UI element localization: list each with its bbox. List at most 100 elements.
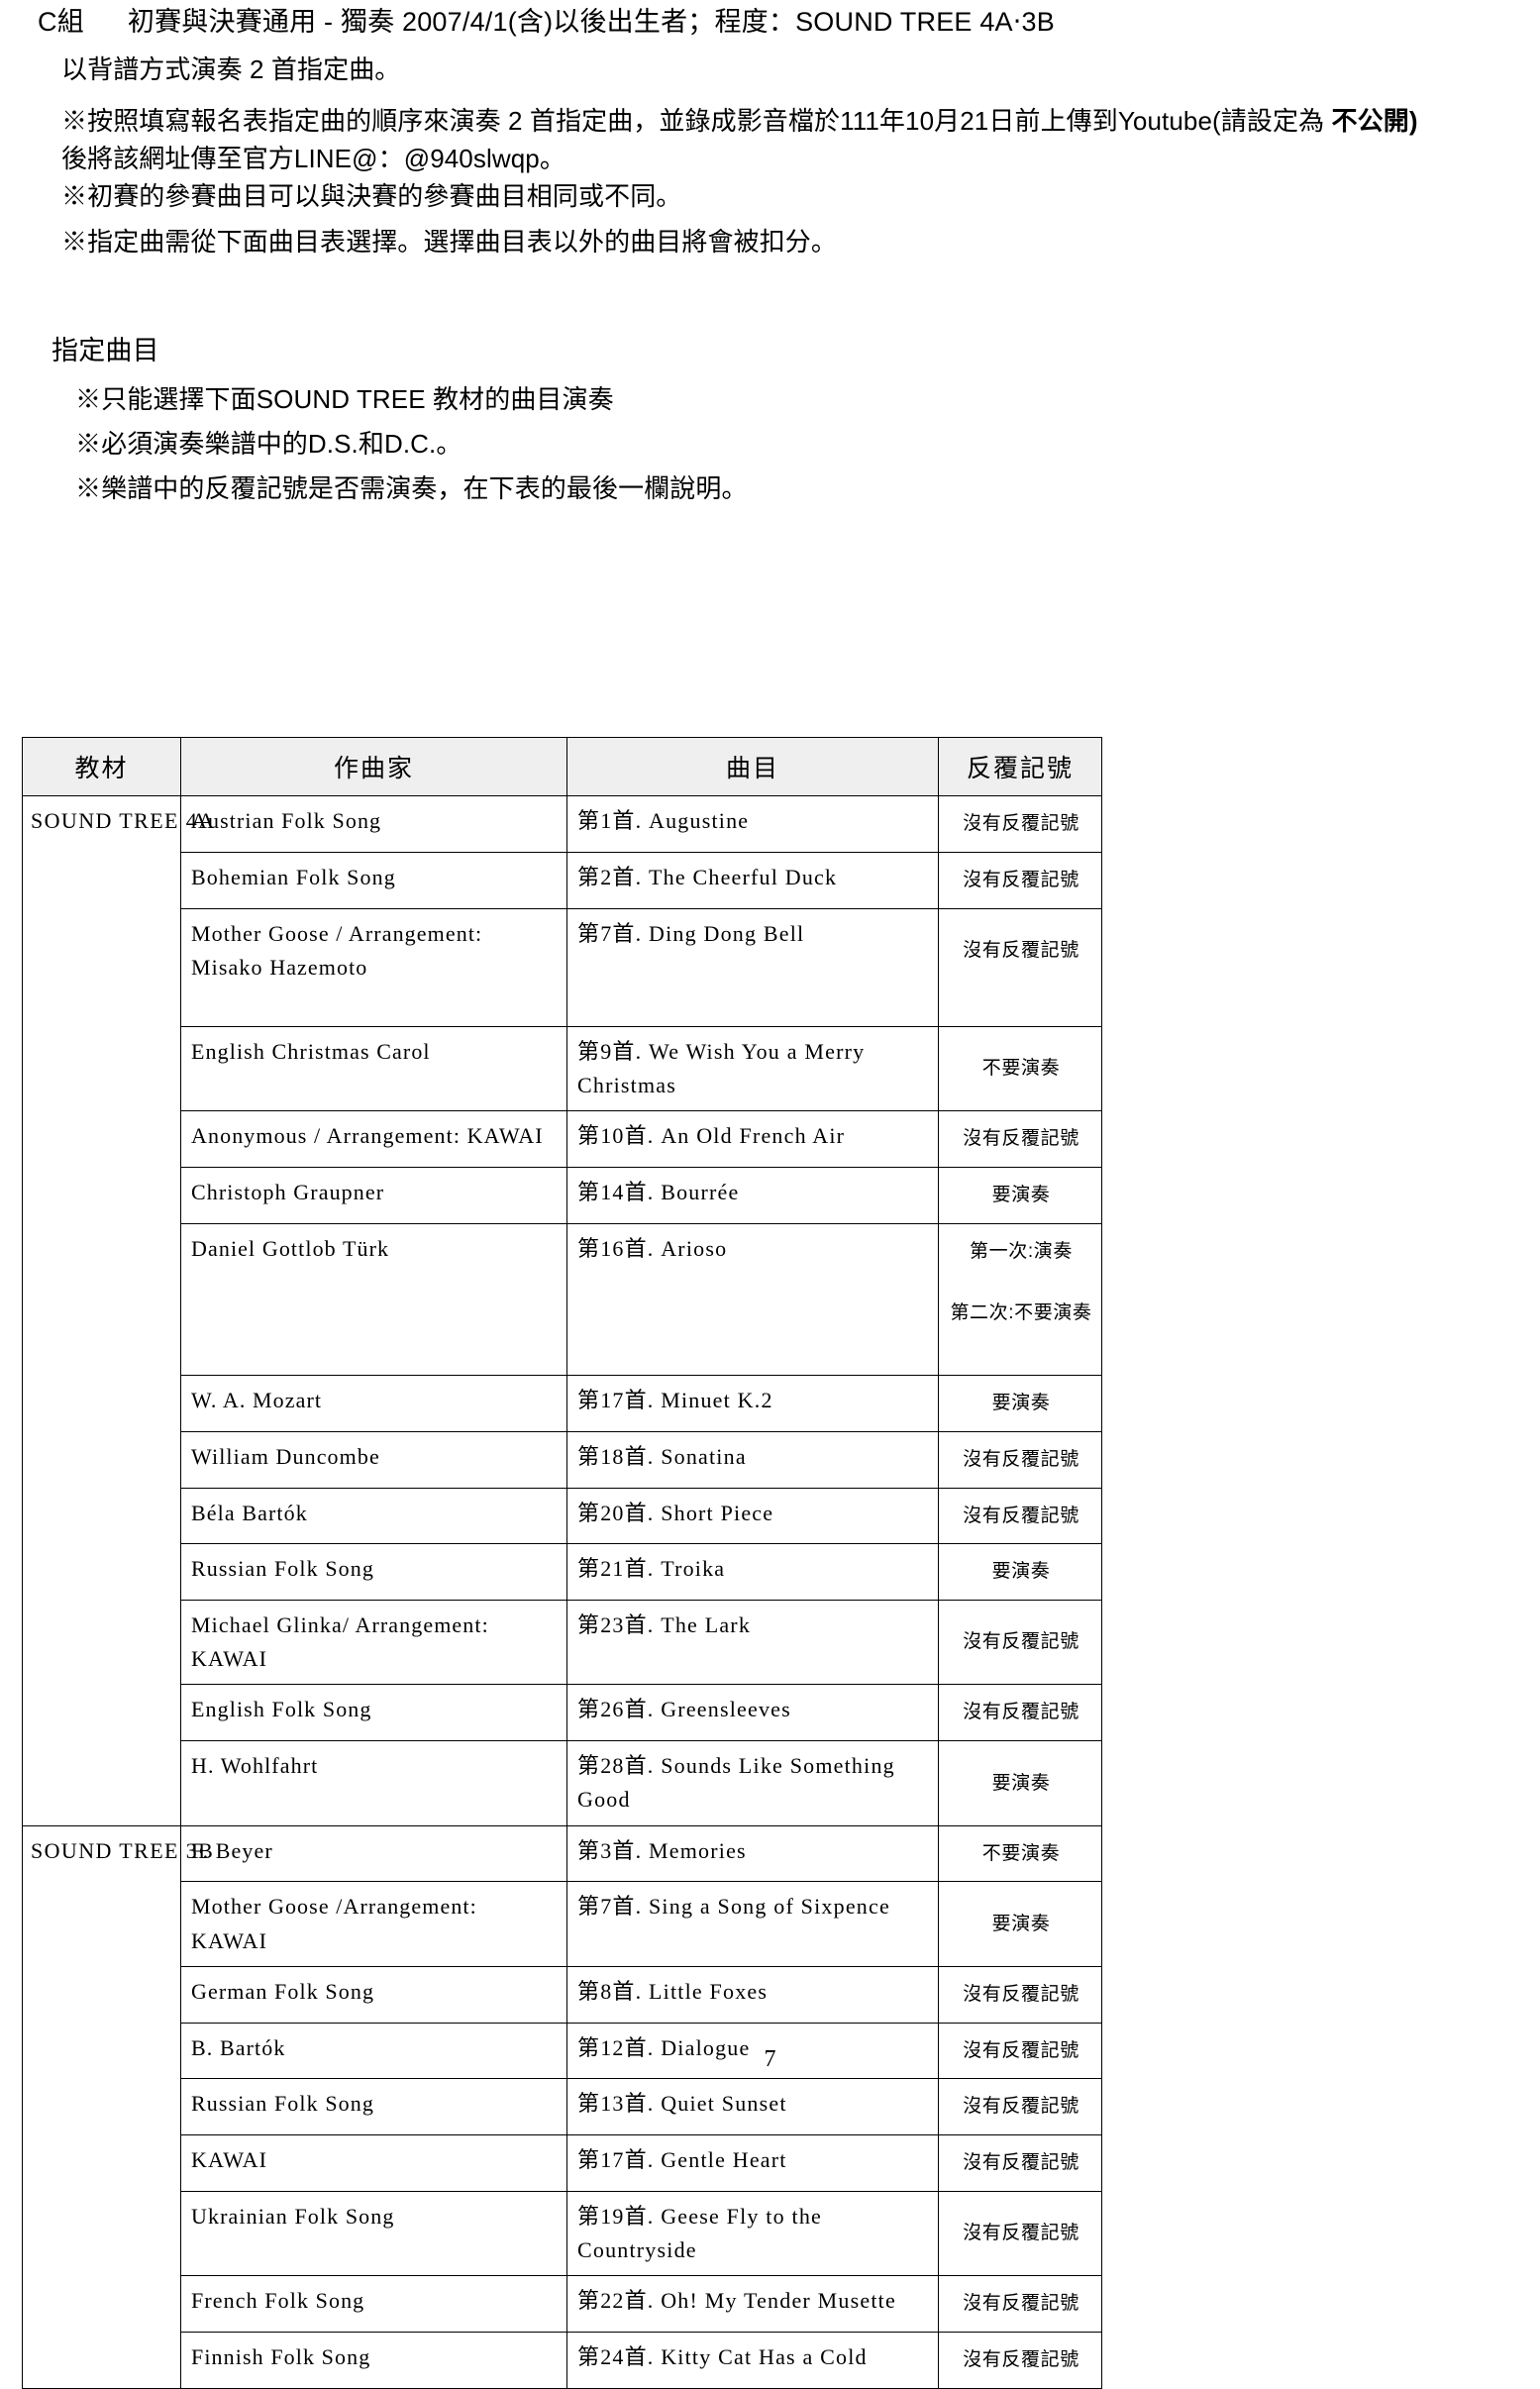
- cell-song-title: 第9首. We Wish You a Merry Christmas: [566, 1025, 939, 1112]
- section-note-2: ※必須演奏樂譜中的D.S.和D.C.。: [75, 429, 462, 459]
- table-row: SOUND TREE 3B F. Beyer 第3首. Memories 不要演奏: [22, 1824, 1102, 2389]
- cell-repeat-mark: 沒有反覆記號: [938, 1110, 1102, 1169]
- cell-song-title: 第24首. Kitty Cat Has a Cold: [566, 2332, 939, 2389]
- cell-repeat-mark: 要演奏: [938, 1374, 1102, 1432]
- cell-song-title: 第28首. Sounds Like Something Good: [566, 1740, 939, 1826]
- document-page: C組 初賽與決賽通用 - 獨奏 2007/4/1(含)以後出生者；程度：SOUND…: [22, 6, 1527, 2389]
- paragraph-2-text-after: 後將該網址傳至官方LINE@：@940slwqp。: [61, 143, 565, 173]
- cell-composer: F. Beyer: [180, 1824, 567, 1883]
- cell-composer: Christoph Graupner: [180, 1167, 567, 1224]
- cell-song-title: 第22首. Oh! My Tender Musette: [566, 2275, 939, 2334]
- cell-book: SOUND TREE 4A: [22, 795, 214, 1826]
- table-row: Mother Goose /Arrangement: KAWAI 第7首. Sin…: [23, 1881, 1102, 1967]
- table-row: Daniel Gottlob Türk 第16首. Arioso 第一次:演奏 第二次…: [23, 1222, 1102, 1376]
- table-row: Russian Folk Song 第21首. Troika 要演奏: [23, 1543, 1102, 1602]
- cell-composer: Mother Goose / Arrangement: Misako Hazem…: [180, 907, 567, 1027]
- cell-composer: William Duncombe: [180, 1430, 567, 1489]
- cell-song-title: 第19首. Geese Fly to the Countryside: [566, 2191, 939, 2277]
- table-row: Christoph Graupner 第14首. Bourrée 要演奏: [23, 1167, 1102, 1224]
- table-row: English Folk Song 第26首. Greensleeves 沒有反覆記…: [23, 1684, 1102, 1742]
- section-note-1: ※只能選擇下面SOUND TREE 教材的曲目演奏: [75, 384, 614, 414]
- cell-song-title: 第26首. Greensleeves: [566, 1684, 939, 1742]
- table-row: Russian Folk Song 第13首. Quiet Sunset 沒有反覆記…: [23, 2078, 1102, 2136]
- cell-repeat-mark: 沒有反覆記號: [938, 2134, 1102, 2193]
- cell-song-title: 第20首. Short Piece: [566, 1487, 939, 1545]
- cell-song-title: 第21首. Troika: [566, 1543, 939, 1602]
- cell-composer: English Christmas Carol: [180, 1025, 567, 1112]
- cell-song-title: 第2首. The Cheerful Duck: [566, 851, 939, 909]
- cell-repeat-mark: 沒有反覆記號: [938, 2275, 1102, 2334]
- cell-repeat-mark: 沒有反覆記號: [938, 2191, 1102, 2277]
- cell-repeat-mark: 沒有反覆記號: [938, 1965, 1102, 2024]
- cell-repeat-mark: 沒有反覆記號: [938, 1430, 1102, 1489]
- page-number: 7: [764, 2046, 776, 2072]
- cell-repeat-mark: 要演奏: [938, 1543, 1102, 1602]
- cell-composer: Russian Folk Song: [180, 2078, 567, 2136]
- cell-repeat-mark: 沒有反覆記號: [938, 2022, 1102, 2080]
- cell-repeat-mark: 沒有反覆記號: [938, 2332, 1102, 2389]
- cell-composer: Finnish Folk Song: [180, 2332, 567, 2389]
- cell-song-title: 第14首. Bourrée: [566, 1167, 939, 1224]
- cell-composer: French Folk Song: [180, 2275, 567, 2334]
- cell-repeat-mark: 要演奏: [938, 1167, 1102, 1224]
- paragraph-2-bold: 不公開): [1331, 106, 1418, 136]
- instruction-paragraph-4: ※指定曲需從下面曲目表選擇。選擇曲目表以外的曲目將會被扣分。: [61, 227, 838, 257]
- cell-song-title: 第8首. Little Foxes: [566, 1965, 939, 2024]
- cell-repeat-mark: 沒有反覆記號: [938, 1487, 1102, 1545]
- cell-composer: Mother Goose /Arrangement: KAWAI: [180, 1881, 567, 1967]
- table-row: H. Wohlfahrt 第28首. Sounds Like Something …: [23, 1740, 1102, 1826]
- cell-song-title: 第12首. Dialogue: [566, 2022, 939, 2080]
- section-heading: 指定曲目: [51, 336, 159, 365]
- cell-song-title: 第18首. Sonatina: [566, 1430, 939, 1489]
- table-row: English Christmas Carol 第9首. We Wish You …: [23, 1025, 1102, 1112]
- table-header-row: 教材 作曲家 曲目 反覆記號: [22, 737, 1102, 796]
- repeat-mark-line: 第一次:演奏: [970, 1240, 1073, 1262]
- table-row: Bohemian Folk Song 第2首. The Cheerful Duck…: [23, 851, 1102, 909]
- cell-repeat-mark: 沒有反覆記號: [938, 795, 1102, 853]
- cell-song-title: 第1首. Augustine: [566, 795, 939, 853]
- cell-composer: Bohemian Folk Song: [180, 851, 567, 909]
- instruction-paragraph-1: 以背譜方式演奏 2 首指定曲。: [61, 54, 401, 84]
- table-row: Finnish Folk Song 第24首. Kitty Cat Has a C…: [23, 2332, 1102, 2389]
- section-note-3: ※樂譜中的反覆記號是否需演奏，在下表的最後一欄說明。: [75, 473, 748, 503]
- cell-song-title: 第23首. The Lark: [566, 1600, 939, 1686]
- cell-repeat-mark: 沒有反覆記號: [938, 851, 1102, 909]
- cell-repeat-mark: 沒有反覆記號: [938, 907, 1102, 1027]
- cell-repeat-mark: 沒有反覆記號: [938, 2078, 1102, 2136]
- cell-repeat-mark: 要演奏: [938, 1881, 1102, 1967]
- cell-repeat-mark: 第一次:演奏 第二次:不要演奏: [938, 1222, 1102, 1376]
- cell-repeat-mark: 不要演奏: [938, 1025, 1102, 1112]
- column-header-book: 教材: [22, 737, 181, 796]
- column-header-composer: 作曲家: [180, 737, 567, 796]
- column-header-repeat: 反覆記號: [938, 737, 1102, 796]
- cell-repeat-mark: 沒有反覆記號: [938, 1600, 1102, 1686]
- repeat-mark-line: 第二次:不要演奏: [950, 1301, 1092, 1323]
- cell-song-title: 第16首. Arioso: [566, 1222, 939, 1376]
- cell-composer: Daniel Gottlob Türk: [180, 1222, 567, 1376]
- group-label: C組: [38, 7, 84, 37]
- cell-repeat-mark: 要演奏: [938, 1740, 1102, 1826]
- table-row: W. A. Mozart 第17首. Minuet K.2 要演奏: [23, 1374, 1102, 1432]
- cell-repeat-mark: 不要演奏: [938, 1824, 1102, 1883]
- page-title: C組 初賽與決賽通用 - 獨奏 2007/4/1(含)以後出生者；程度：SOUND…: [38, 6, 1055, 40]
- cell-composer: English Folk Song: [180, 1684, 567, 1742]
- cell-song-title: 第13首. Quiet Sunset: [566, 2078, 939, 2136]
- cell-composer: Austrian Folk Song: [180, 795, 567, 853]
- repertoire-table: 教材 作曲家 曲目 反覆記號 SOUND TREE 4A Austrian Fol…: [22, 737, 1102, 2389]
- table-body: SOUND TREE 4A Austrian Folk Song 第1首. Augu…: [22, 795, 1102, 2389]
- table-row: Mother Goose / Arrangement: Misako Hazem…: [23, 907, 1102, 1027]
- cell-song-title: 第7首. Sing a Song of Sixpence: [566, 1881, 939, 1967]
- table-row: French Folk Song 第22首. Oh! My Tender Muse…: [23, 2275, 1102, 2334]
- cell-repeat-mark: 沒有反覆記號: [938, 1684, 1102, 1742]
- table-row: Anonymous / Arrangement: KAWAI 第10首. An O…: [23, 1110, 1102, 1169]
- cell-composer: Russian Folk Song: [180, 1543, 567, 1602]
- instruction-paragraph-2: ※按照填寫報名表指定曲的順序來演奏 2 首指定曲，並錄成影音檔於111年10月2…: [61, 103, 1527, 177]
- column-header-title: 曲目: [566, 737, 939, 796]
- cell-song-title: 第17首. Gentle Heart: [566, 2134, 939, 2193]
- cell-composer: W. A. Mozart: [180, 1374, 567, 1432]
- cell-composer: Michael Glinka/ Arrangement: KAWAI: [180, 1600, 567, 1686]
- cell-song-title: 第7首. Ding Dong Bell: [566, 907, 939, 1027]
- table-row: German Folk Song 第8首. Little Foxes 沒有反覆記號: [23, 1965, 1102, 2024]
- cell-song-title: 第17首. Minuet K.2: [566, 1374, 939, 1432]
- paragraph-2-text-before: ※按照填寫報名表指定曲的順序來演奏 2 首指定曲，並錄成影音檔於111年10月2…: [61, 106, 1332, 136]
